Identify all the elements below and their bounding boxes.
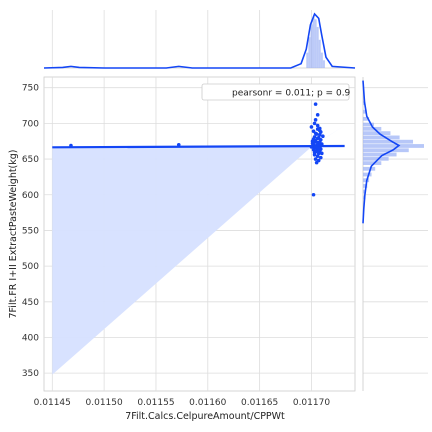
y-marginal-bar: [363, 116, 370, 121]
y-marginal-kde: [362, 80, 401, 224]
data-point: [69, 143, 73, 148]
data-point: [309, 125, 314, 129]
y-tick-label: 550: [22, 226, 39, 236]
y-tick-label: 650: [22, 155, 39, 165]
data-point: [318, 130, 323, 134]
data-point: [315, 127, 320, 131]
data-point: [313, 145, 318, 149]
x-marginal-bar: [318, 39, 321, 68]
data-point: [312, 150, 317, 155]
data-point: [314, 160, 319, 165]
y-marginal-bar: [363, 184, 368, 188]
x-tick-label: 0.01160: [189, 398, 226, 408]
y-marginal-bar: [363, 148, 409, 153]
data-point: [318, 143, 323, 148]
x-axis-label: 7Filt.Calcs.CelpureAmount/CPPWt: [125, 411, 285, 422]
y-tick-label: 750: [22, 84, 39, 94]
y-marginal-bar: [363, 135, 400, 140]
legend: pearsonr = 0.011; p = 0.9: [201, 83, 351, 101]
x-marginal-bar: [310, 24, 313, 68]
y-tick-label: 700: [22, 119, 39, 129]
y-marginal-bar: [363, 172, 372, 177]
regression-line: [52, 144, 345, 149]
x-tick-label: 0.01150: [86, 398, 123, 408]
data-point: [313, 102, 318, 106]
x-marginal-bar: [314, 19, 317, 68]
data-point: [318, 155, 323, 160]
data-point: [310, 141, 315, 146]
x-tick-label: 0.01145: [34, 398, 71, 408]
data-point: [320, 151, 324, 156]
y-marginal-bar: [363, 156, 389, 161]
y-marginal-bar: [363, 126, 382, 131]
data-point: [317, 133, 322, 137]
x-tick-label: 0.01170: [293, 398, 330, 408]
y-marginal-bar: [363, 109, 367, 114]
data-point: [313, 138, 318, 143]
x-marginal-bar: [312, 16, 315, 68]
data-point: [315, 154, 320, 159]
data-point: [316, 151, 321, 156]
x-marginal-bar: [320, 52, 323, 68]
data-point: [317, 140, 322, 144]
x-marginal-bar: [306, 52, 309, 68]
data-point: [313, 118, 318, 122]
data-point: [316, 147, 321, 152]
data-point: [313, 157, 318, 161]
confidence-band: [52, 125, 345, 375]
legend-text: pearsonr = 0.011; p = 0.9: [232, 89, 351, 99]
y-marginal-bar: [363, 122, 374, 127]
x-marginal-distribution: [43, 10, 356, 69]
y-axis-label: 7Filt.FR I+II ExtractPasteWeight(kg): [8, 149, 19, 318]
data-point: [176, 142, 181, 147]
y-marginal-bar: [363, 144, 424, 148]
main-scatter-panel: 0.01145 0.01150 0.01155 0.01160 0.01165 0.011…: [22, 76, 356, 408]
y-marginal-bar: [363, 152, 397, 157]
data-point: [314, 132, 319, 136]
y-marginal-bar: [363, 166, 376, 171]
legend-box: [201, 83, 350, 101]
data-point: [312, 121, 317, 126]
x-marginal-bar: [316, 26, 319, 68]
y-tick-label: 500: [22, 262, 39, 272]
x-tick-label: 0.01155: [137, 398, 174, 408]
y-marginal-bar: [363, 161, 382, 165]
data-point: [321, 134, 325, 139]
y-marginal-distribution: [362, 77, 428, 391]
data-point: [311, 192, 316, 197]
y-tick-label: 600: [22, 191, 39, 201]
y-tick-label: 350: [22, 369, 39, 379]
data-point: [316, 135, 321, 140]
y-tick-label: 400: [22, 333, 39, 343]
data-point: [309, 145, 314, 149]
y-marginal-bar: [363, 131, 391, 136]
x-tick-label: 0.01165: [241, 398, 278, 408]
y-marginal-bar: [363, 139, 414, 144]
data-point: [315, 123, 320, 128]
x-marginal-kde: [43, 12, 356, 69]
x-marginal-bar: [322, 60, 325, 68]
x-marginal-bar: [308, 37, 311, 68]
data-point: [315, 113, 320, 117]
y-tick-label: 450: [22, 298, 39, 308]
